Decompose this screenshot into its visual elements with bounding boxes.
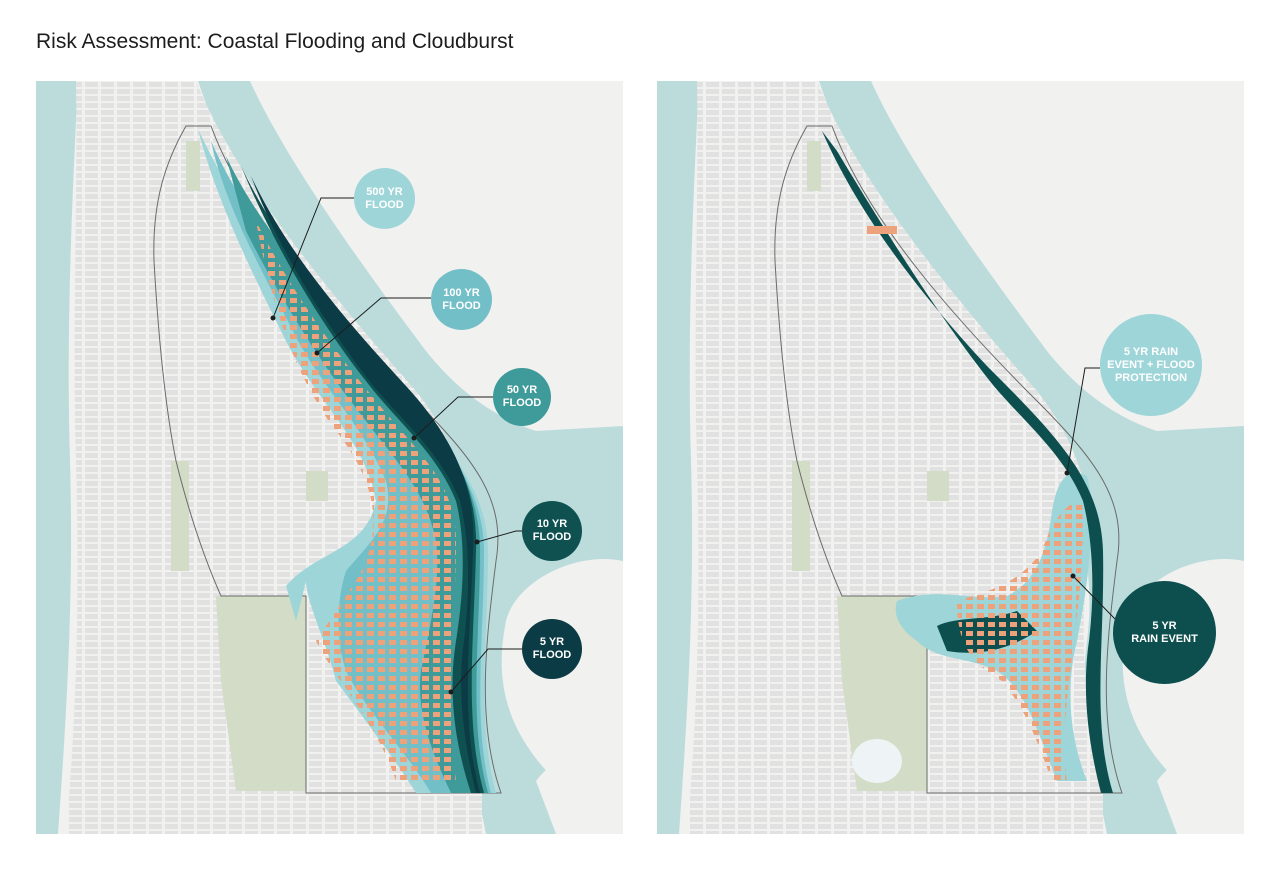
leader-lines: [1066, 367, 1118, 622]
page-title: Risk Assessment: Coastal Flooding and Cl…: [36, 30, 514, 53]
central-park: [216, 596, 306, 791]
leader-lines: [272, 197, 522, 693]
flood-10yr-zone: [241, 166, 484, 793]
hudson-river: [657, 81, 699, 834]
callout-5yr-flood: 5 YR FLOOD: [522, 619, 582, 679]
leader-dots: [1064, 470, 1076, 579]
callout-100yr-flood: 100 YR FLOOD: [431, 269, 492, 330]
coastal-flooding-map[interactable]: 500 YR FLOOD 100 YR FLOOD 50 YR FLOOD 10…: [36, 81, 623, 834]
hudson-river: [36, 81, 78, 834]
cloudburst-map[interactable]: 5 YR RAIN EVENT + FLOOD PROTECTION 5 YR …: [657, 81, 1244, 834]
callout-10yr-flood: 10 YR FLOOD: [522, 501, 582, 561]
callout-50yr-flood: 50 YR FLOOD: [493, 368, 551, 426]
morningside-park: [171, 461, 189, 571]
cloudburst-map-graphic: [657, 81, 1244, 834]
at-risk-buildings: [256, 221, 456, 781]
at-risk-building: [867, 226, 897, 234]
park: [807, 141, 821, 191]
morningside-park: [792, 461, 810, 571]
central-park: [837, 596, 927, 791]
callout-5yr-rain-event-flood-protection: 5 YR RAIN EVENT + FLOOD PROTECTION: [1100, 314, 1202, 416]
marcus-garvey-park: [927, 471, 949, 501]
marcus-garvey-park: [306, 471, 328, 501]
reservoir: [852, 739, 902, 783]
park: [186, 141, 200, 191]
study-area-boundary: [774, 125, 1123, 794]
callout-500yr-flood: 500 YR FLOOD: [354, 168, 415, 229]
coastal-flooding-map-graphic: [36, 81, 623, 834]
leader-dots: [270, 315, 480, 695]
bronx-shore: [536, 747, 623, 834]
callout-5yr-rain-event: 5 YR RAIN EVENT: [1113, 581, 1216, 684]
at-risk-buildings: [957, 501, 1083, 781]
bronx-shore: [1157, 747, 1244, 834]
